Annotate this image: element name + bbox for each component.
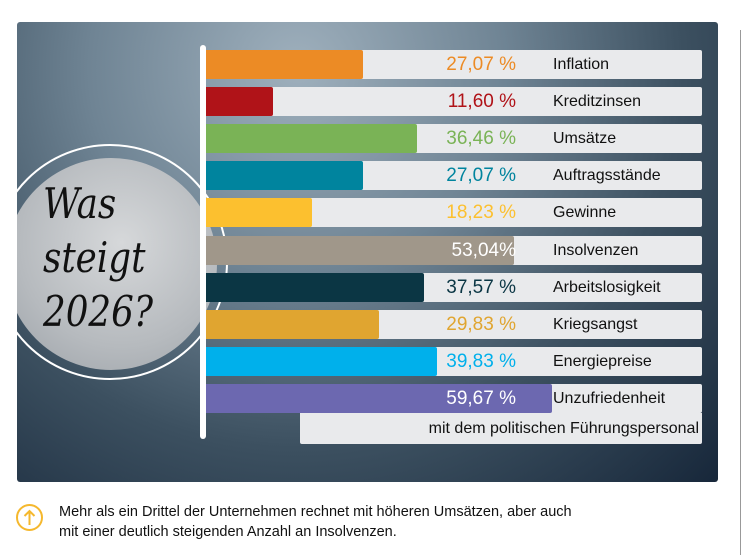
chart-title: Was steigt 2026?	[43, 177, 153, 339]
title-line: 2026?	[43, 287, 153, 336]
bar-energiepreise	[206, 347, 437, 376]
title-line: Was	[43, 179, 117, 228]
category-label: Unzufriedenheit	[553, 390, 666, 407]
category-label: Inflation	[553, 56, 610, 73]
value-label: 29,83 %	[446, 314, 516, 335]
note-line: Mehr als ein Drittel der Unternehmen rec…	[59, 504, 572, 520]
category-label: Gewinne	[553, 204, 617, 221]
value-label: 53,04%	[451, 240, 516, 261]
value-label: 11,60 %	[447, 91, 516, 112]
bar-unzufriedenheit	[206, 384, 553, 413]
bar-track	[206, 87, 702, 116]
title-line: steigt	[43, 233, 146, 282]
category-label: Kriegsangst	[553, 316, 638, 333]
category-label: Energiepreise	[553, 353, 652, 370]
value-label: 27,07 %	[446, 54, 516, 75]
bar-auftragsstände	[206, 161, 363, 190]
value-label: 27,07 %	[446, 165, 516, 186]
axis-line	[200, 45, 206, 439]
category-label: Insolvenzen	[553, 242, 639, 259]
category-label: Auftragsstände	[553, 167, 661, 184]
label-continuation: mit dem politischen Führungspersonal	[428, 420, 699, 437]
bar-kreditzinsen	[206, 87, 274, 116]
title-circle	[17, 158, 217, 370]
category-label: Arbeitslosigkeit	[553, 279, 661, 296]
value-label: 39,83 %	[446, 351, 516, 372]
value-label: 37,57 %	[446, 277, 516, 298]
value-label: 36,46 %	[446, 128, 516, 149]
value-label: 18,23 %	[446, 202, 516, 223]
label-continuation-bg	[300, 413, 702, 444]
note-line: mit einer deutlich steigenden Anzahl an …	[59, 524, 397, 540]
bar-insolvenzen	[206, 236, 514, 265]
value-label: 59,67 %	[446, 388, 516, 409]
bar-inflation	[206, 50, 363, 79]
bar-kriegsangst	[206, 310, 379, 339]
category-label: Umsätze	[553, 130, 617, 147]
category-label: Kreditzinsen	[553, 93, 642, 110]
arrow-up-circle-icon	[16, 504, 43, 531]
bar-umsätze	[206, 124, 418, 153]
note-text: Mehr als ein Drittel der Unternehmen rec…	[59, 502, 639, 542]
bar-arbeitslosigkeit	[206, 273, 424, 302]
page-divider	[740, 30, 741, 555]
bar-gewinne	[206, 198, 312, 227]
